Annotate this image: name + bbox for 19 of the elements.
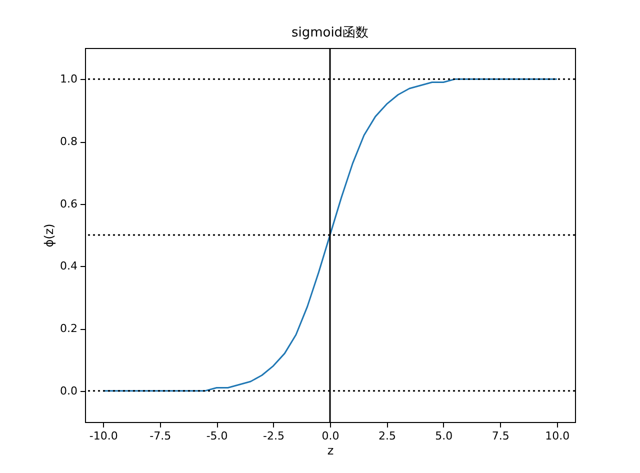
x-tick-label: 0.0: [322, 430, 340, 442]
y-tick-label: 0.6: [60, 197, 78, 210]
y-tick-label: 0.0: [60, 384, 78, 398]
x-tick-label: -5.0: [206, 430, 228, 442]
x-axis-title: z: [327, 444, 334, 458]
x-tick-label: 7.5: [492, 430, 510, 442]
y-tick-label: 1.0: [60, 72, 78, 86]
x-tick-label: -10.0: [89, 430, 118, 442]
x-tick-label: -2.5: [263, 430, 285, 442]
x-tick-label: 10.0: [545, 430, 570, 442]
y-tick-label: 0.4: [60, 260, 78, 273]
x-tick-label: 5.0: [435, 430, 453, 442]
x-tick-label: 2.5: [378, 430, 396, 442]
line-series: [102, 78, 558, 392]
y-tick-label: 0.2: [60, 322, 78, 335]
chart-title: sigmoid函数: [291, 25, 369, 40]
x-tick-label: -7.5: [150, 430, 172, 442]
y-tick-label: 0.8: [60, 135, 78, 148]
y-axis-title: ϕ(z): [42, 224, 56, 248]
